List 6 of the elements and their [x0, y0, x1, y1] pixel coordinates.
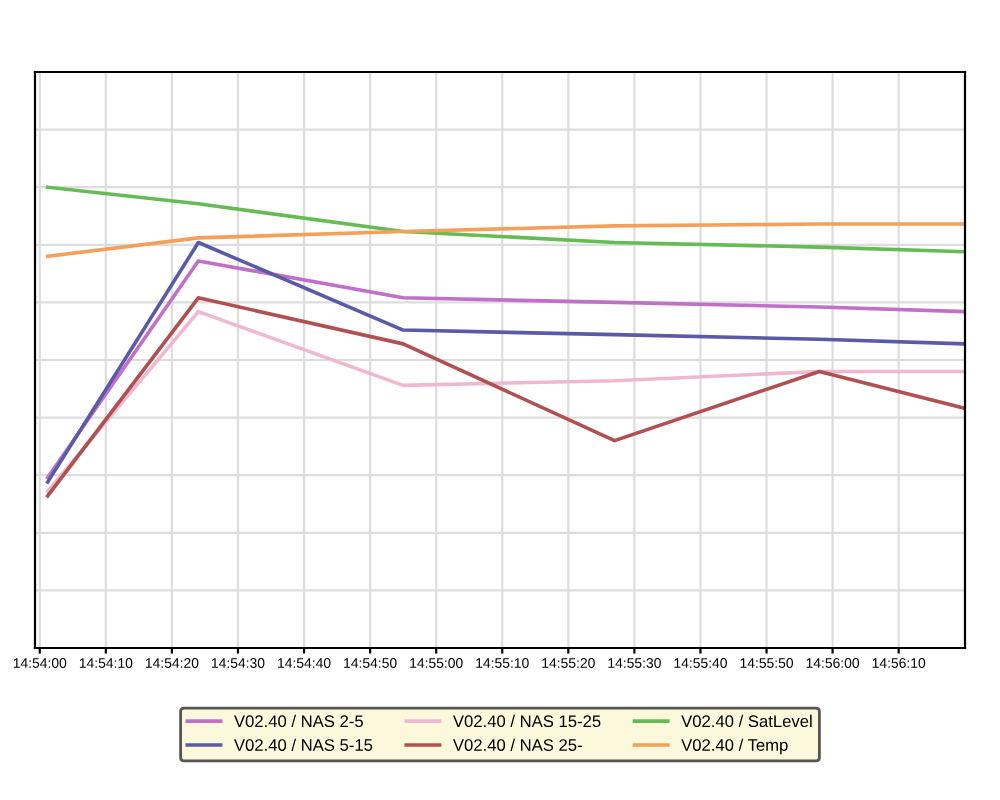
- legend-label: V02.40 / SatLevel: [681, 714, 812, 728]
- legend-label: V02.40 / NAS 15-25: [452, 714, 601, 728]
- legend-label: V02.40 / NAS 5-15: [234, 738, 373, 751]
- legend-label: V02.40 / NAS 25-: [452, 738, 582, 751]
- legend-label: V02.40 / NAS 2-5: [234, 714, 363, 728]
- legend-label: V02.40 / Temp: [681, 738, 788, 755]
